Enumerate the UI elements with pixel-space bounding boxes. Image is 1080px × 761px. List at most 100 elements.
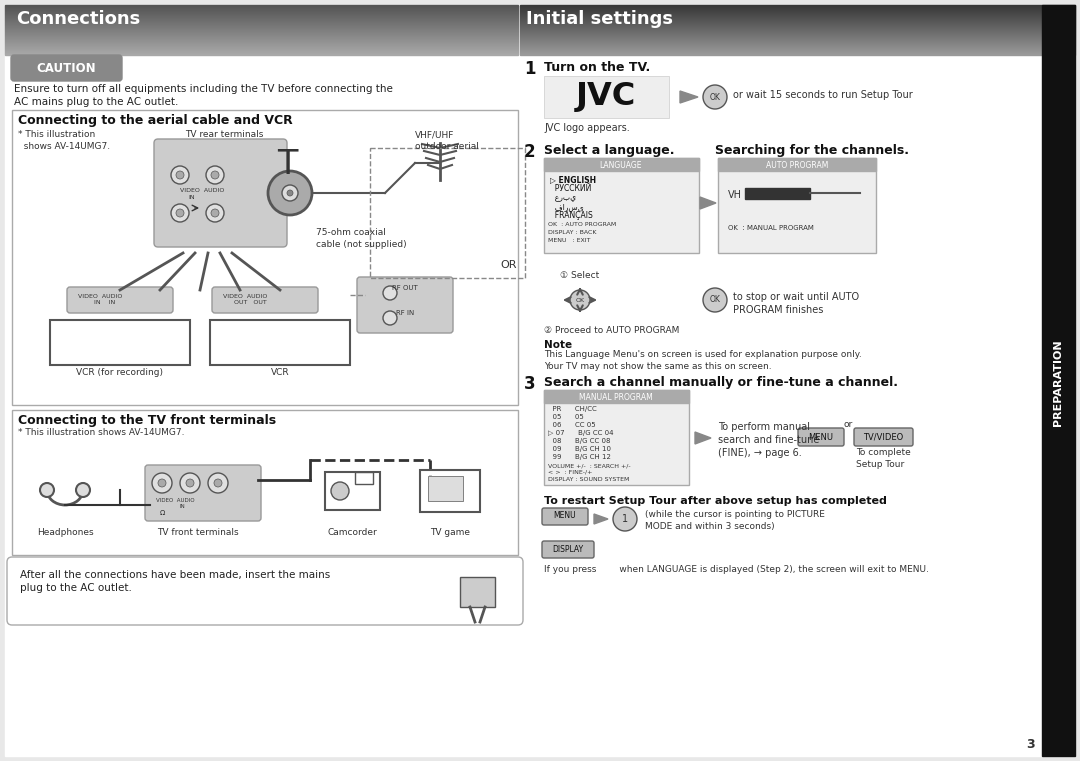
Text: Searching for the channels.: Searching for the channels. [715, 144, 909, 157]
Text: TV/VIDEO: TV/VIDEO [863, 432, 903, 441]
Text: OUT   OUT: OUT OUT [233, 300, 267, 305]
FancyBboxPatch shape [854, 428, 913, 446]
Bar [519, 50, 1075, 51]
Text: PR      CH/CC: PR CH/CC [548, 406, 597, 412]
Circle shape [330, 482, 349, 500]
Bar [519, 48, 1075, 49]
Text: VHF/UHF
outdoor aerial: VHF/UHF outdoor aerial [415, 130, 478, 151]
Text: 06      CC 05: 06 CC 05 [548, 422, 596, 428]
Circle shape [211, 209, 219, 217]
Text: Turn on the TV.: Turn on the TV. [544, 61, 650, 74]
Bar [12, 110, 518, 405]
Bar [5, 51, 518, 52]
Bar [5, 53, 518, 54]
Bar [519, 8, 1075, 9]
Bar [5, 15, 518, 16]
Circle shape [152, 473, 172, 493]
FancyBboxPatch shape [357, 277, 453, 333]
Text: T: T [276, 148, 297, 181]
Bar [519, 40, 1075, 41]
Text: 05      05: 05 05 [548, 414, 584, 420]
Circle shape [40, 483, 54, 497]
Circle shape [206, 166, 224, 184]
Bar [5, 18, 518, 19]
Bar [5, 54, 518, 55]
Bar [519, 49, 1075, 50]
Circle shape [268, 171, 312, 215]
FancyBboxPatch shape [798, 428, 843, 446]
Bar [519, 37, 1075, 38]
Text: VIDEO  AUDIO: VIDEO AUDIO [156, 498, 194, 503]
Bar [519, 25, 1075, 26]
Bar [519, 43, 1075, 44]
Bar [5, 9, 518, 10]
Bar [519, 36, 1075, 37]
Bar [5, 13, 518, 14]
Circle shape [176, 209, 184, 217]
FancyBboxPatch shape [11, 55, 122, 81]
Text: MENU: MENU [554, 511, 577, 521]
Text: TV front terminals: TV front terminals [158, 528, 239, 537]
Text: OK: OK [576, 298, 584, 303]
Bar [5, 20, 518, 21]
Bar [519, 12, 1075, 13]
Bar [519, 54, 1075, 55]
Bar [519, 41, 1075, 42]
Text: AUTO PROGRAM: AUTO PROGRAM [766, 161, 828, 170]
Bar [519, 51, 1075, 52]
Text: * This illustration
  shows AV-14UMG7.: * This illustration shows AV-14UMG7. [18, 130, 110, 151]
Circle shape [214, 479, 222, 487]
Bar [5, 44, 518, 45]
Text: TV rear terminals: TV rear terminals [185, 130, 264, 139]
Bar [5, 19, 518, 20]
Text: 3: 3 [1026, 738, 1035, 751]
Bar [5, 26, 518, 27]
Text: РУССКИЙ: РУССКИЙ [550, 184, 592, 193]
Text: Connecting to the TV front terminals: Connecting to the TV front terminals [18, 414, 276, 427]
FancyBboxPatch shape [145, 465, 261, 521]
Bar [544, 76, 669, 118]
Text: 08      B/G CC 08: 08 B/G CC 08 [548, 438, 610, 444]
Bar [428, 476, 463, 501]
Circle shape [282, 185, 298, 201]
Circle shape [703, 85, 727, 109]
Text: MENU   : EXIT: MENU : EXIT [548, 238, 591, 243]
Bar [544, 390, 689, 403]
Circle shape [76, 483, 90, 497]
Bar [519, 46, 1075, 47]
FancyBboxPatch shape [542, 541, 594, 558]
Circle shape [171, 166, 189, 184]
Text: This Language Menu's on screen is used for explanation purpose only.
Your TV may: This Language Menu's on screen is used f… [544, 350, 862, 371]
Bar [519, 45, 1075, 46]
Text: RF OUT: RF OUT [392, 285, 418, 291]
Bar [519, 19, 1075, 20]
FancyBboxPatch shape [542, 508, 588, 525]
Text: VIDEO  AUDIO: VIDEO AUDIO [222, 294, 267, 299]
Text: VIDEO  AUDIO: VIDEO AUDIO [78, 294, 122, 299]
Bar [5, 35, 518, 36]
Text: (while the cursor is pointing to PICTURE
MODE and within 3 seconds): (while the cursor is pointing to PICTURE… [645, 510, 825, 531]
Text: Search a channel manually or fine-tune a channel.: Search a channel manually or fine-tune a… [544, 376, 897, 389]
Bar [5, 12, 518, 13]
Circle shape [613, 507, 637, 531]
Bar [5, 27, 518, 28]
Bar [519, 30, 1075, 31]
Text: MENU: MENU [809, 432, 834, 441]
Bar [519, 31, 1075, 32]
FancyBboxPatch shape [154, 139, 287, 247]
Bar [519, 23, 1075, 24]
Bar [5, 33, 518, 34]
Text: To perform manual
search and fine-tune
(FINE), → page 6.: To perform manual search and fine-tune (… [718, 422, 820, 458]
Bar [5, 6, 518, 7]
Bar [5, 25, 518, 26]
Text: VOLUME +/-  : SEARCH +/-: VOLUME +/- : SEARCH +/- [548, 463, 631, 468]
Text: فارسی: فارسی [550, 202, 584, 211]
Text: 2: 2 [524, 143, 536, 161]
Text: or wait 15 seconds to run Setup Tour: or wait 15 seconds to run Setup Tour [733, 90, 913, 100]
Bar [519, 38, 1075, 39]
Text: DISPLAY: DISPLAY [553, 545, 583, 553]
Text: VCR: VCR [271, 368, 289, 377]
Circle shape [570, 290, 590, 310]
Text: VH: VH [728, 190, 742, 200]
Bar [1042, 5, 1075, 756]
